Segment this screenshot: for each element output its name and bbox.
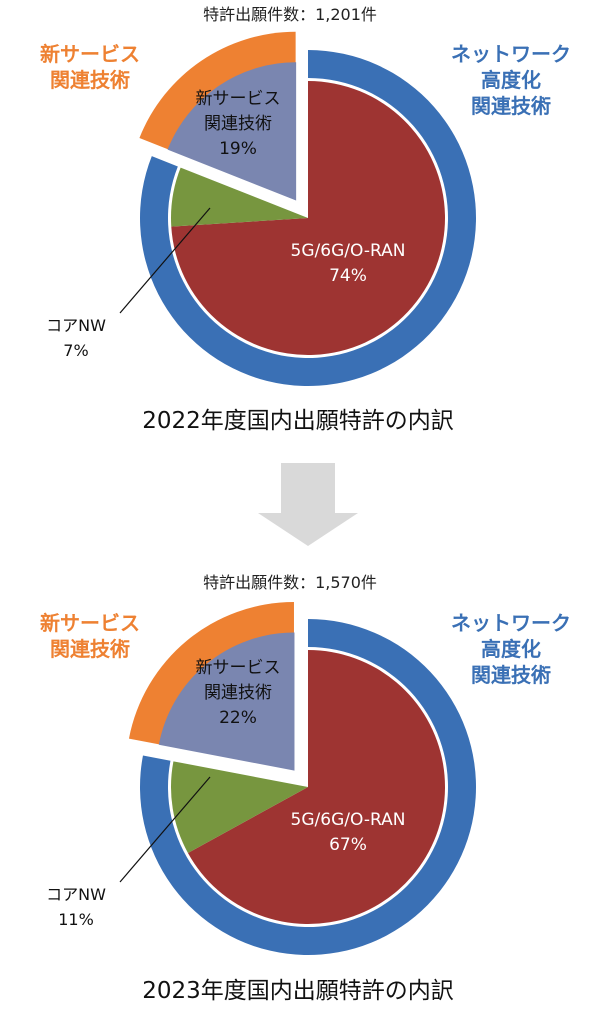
outer-label-network: ネットワーク高度化関連技術	[451, 611, 571, 687]
inner-slice-ran	[187, 650, 446, 924]
down-arrow-icon	[258, 463, 358, 546]
inner-slice-new-service	[158, 632, 295, 771]
total-count-label: 特許出願件数：1,570件	[203, 573, 377, 592]
inner-label-new-service: 新サービス関連技術 19%	[196, 89, 281, 159]
inner-slice-new-service	[167, 62, 297, 201]
inner-slice-ran	[171, 81, 446, 355]
inner-label-ran: 5G/6G/O-RAN 74%	[291, 241, 406, 286]
core-nw-leader-line	[119, 207, 211, 314]
inner-slice-core-nw	[171, 167, 308, 227]
chart-title: 2022年度国内出願特許の内訳	[142, 408, 454, 434]
inner-label-ran: 5G/6G/O-RAN 67%	[291, 810, 406, 855]
pie-chart-2	[119, 602, 477, 955]
inner-slice-core-nw	[171, 761, 308, 854]
pie-chart-1	[119, 31, 476, 387]
outer-label-new-service: 新サービス関連技術	[40, 42, 140, 92]
total-count-label: 特許出願件数：1,201件	[203, 5, 377, 24]
outer-label-network: ネットワーク高度化関連技術	[451, 42, 571, 118]
inner-label-core-nw: コアNW 7%	[46, 316, 106, 360]
inner-label-new-service: 新サービス関連技術 22%	[196, 658, 281, 728]
outer-label-new-service: 新サービス関連技術	[40, 611, 140, 661]
inner-label-core-nw: コアNW 11%	[46, 885, 106, 929]
chart-title: 2023年度国内出願特許の内訳	[142, 978, 454, 1004]
core-nw-leader-line	[119, 776, 211, 883]
